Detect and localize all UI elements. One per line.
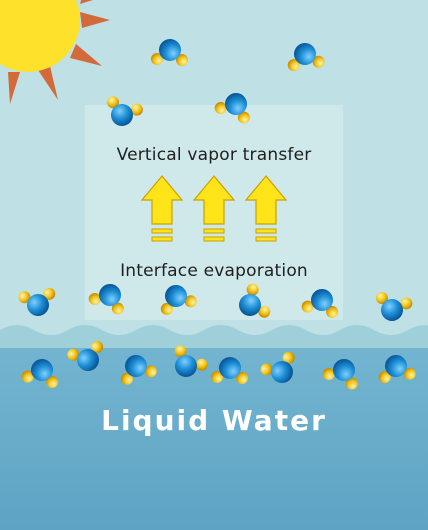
- liquid-water-label: Liquid Water: [101, 404, 327, 437]
- sun-icon: [0, 0, 110, 104]
- interface-evaporation-label: Interface evaporation: [120, 261, 308, 281]
- vertical-transfer-label: Vertical vapor transfer: [116, 145, 312, 165]
